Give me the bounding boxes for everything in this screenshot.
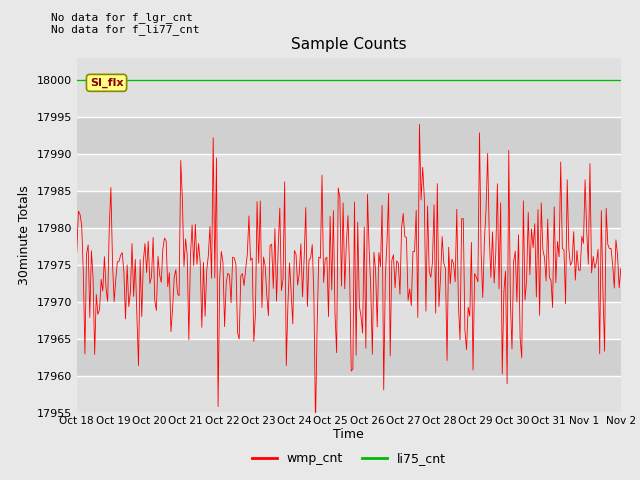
Bar [77, 339, 621, 376]
Bar [77, 376, 621, 413]
Legend: wmp_cnt, li75_cnt: wmp_cnt, li75_cnt [247, 447, 451, 470]
Bar [77, 154, 621, 191]
Bar [77, 80, 621, 117]
X-axis label: Time: Time [333, 428, 364, 441]
Bar [77, 265, 621, 302]
Text: No data for f_li77_cnt: No data for f_li77_cnt [51, 24, 200, 35]
Bar [77, 191, 621, 228]
Bar [77, 302, 621, 339]
Y-axis label: 30minute Totals: 30minute Totals [18, 185, 31, 285]
Text: No data for f_lgr_cnt: No data for f_lgr_cnt [51, 12, 193, 23]
Bar [77, 117, 621, 154]
Text: SI_flx: SI_flx [90, 78, 124, 88]
Bar [77, 228, 621, 265]
Title: Sample Counts: Sample Counts [291, 37, 406, 52]
